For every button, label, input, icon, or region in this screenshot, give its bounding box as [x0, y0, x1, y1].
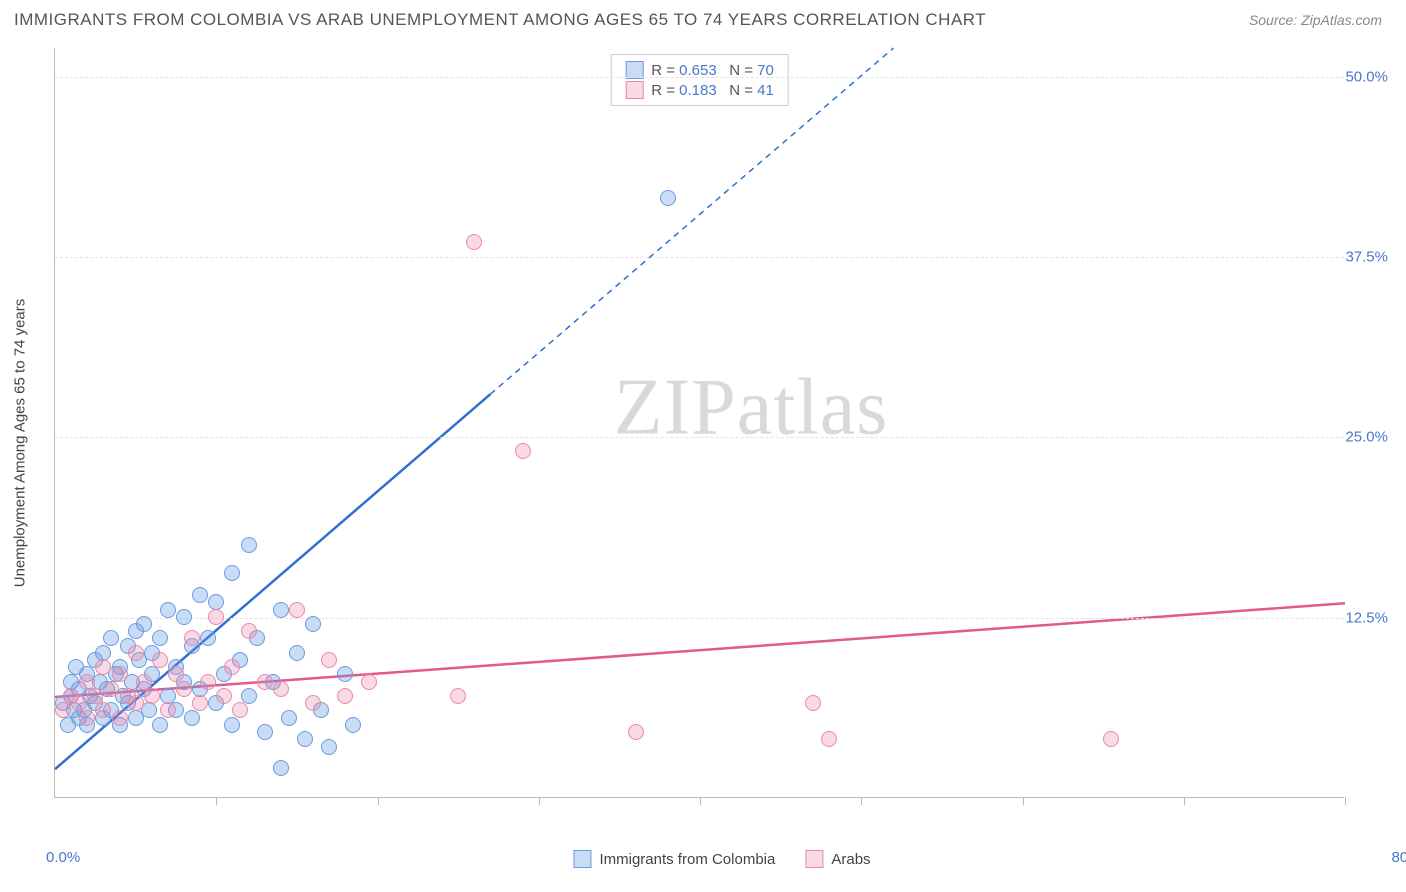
chart-area: Unemployment Among Ages 65 to 74 years Z… [54, 48, 1390, 838]
data-point [224, 659, 240, 675]
gridline [55, 437, 1344, 438]
legend-swatch [805, 850, 823, 868]
data-point [361, 674, 377, 690]
y-tick-label: 25.0% [1328, 429, 1388, 446]
data-point [515, 443, 531, 459]
gridline [55, 257, 1344, 258]
data-point [337, 666, 353, 682]
data-point [281, 710, 297, 726]
legend-swatch [625, 81, 643, 99]
legend-swatch [573, 850, 591, 868]
data-point [55, 702, 71, 718]
data-point [152, 652, 168, 668]
data-point [660, 190, 676, 206]
data-point [821, 731, 837, 747]
data-point [144, 688, 160, 704]
x-tick [216, 797, 217, 805]
data-point [200, 630, 216, 646]
data-point [160, 602, 176, 618]
x-tick [539, 797, 540, 805]
data-point [224, 565, 240, 581]
x-tick [1184, 797, 1185, 805]
data-point [337, 688, 353, 704]
x-axis-min: 0.0% [46, 849, 80, 866]
data-point [289, 602, 305, 618]
x-tick [378, 797, 379, 805]
legend-row: R = 0.183 N = 41 [625, 80, 774, 100]
data-point [184, 710, 200, 726]
chart-header: IMMIGRANTS FROM COLOMBIA VS ARAB UNEMPLO… [0, 0, 1406, 36]
data-point [628, 724, 644, 740]
x-tick [861, 797, 862, 805]
data-point [152, 630, 168, 646]
data-point [450, 688, 466, 704]
data-point [176, 681, 192, 697]
data-point [160, 702, 176, 718]
data-point [257, 674, 273, 690]
data-point [152, 717, 168, 733]
y-tick-label: 12.5% [1328, 609, 1388, 626]
x-tick [1023, 797, 1024, 805]
data-point [192, 587, 208, 603]
data-point [103, 681, 119, 697]
data-point [241, 623, 257, 639]
data-point [273, 681, 289, 697]
data-point [192, 695, 208, 711]
x-axis-max: 80.0% [1391, 849, 1406, 866]
data-point [1103, 731, 1119, 747]
data-point [128, 645, 144, 661]
trend-lines [55, 48, 1344, 797]
watermark: ZIPatlas [614, 362, 889, 453]
data-point [200, 674, 216, 690]
data-point [224, 717, 240, 733]
data-point [232, 702, 248, 718]
data-point [95, 659, 111, 675]
data-point [466, 234, 482, 250]
x-tick [700, 797, 701, 805]
data-point [297, 731, 313, 747]
y-axis-label: Unemployment Among Ages 65 to 74 years [12, 299, 29, 588]
data-point [305, 695, 321, 711]
data-point [136, 616, 152, 632]
data-point [321, 739, 337, 755]
data-point [128, 695, 144, 711]
chart-title: IMMIGRANTS FROM COLOMBIA VS ARAB UNEMPLO… [14, 10, 986, 30]
legend-text: R = 0.183 N = 41 [651, 82, 774, 99]
y-tick-label: 37.5% [1328, 249, 1388, 266]
legend-item: Arabs [805, 850, 870, 868]
data-point [216, 688, 232, 704]
data-point [273, 760, 289, 776]
data-point [321, 652, 337, 668]
data-point [184, 630, 200, 646]
correlation-legend: R = 0.653 N = 70R = 0.183 N = 41 [610, 54, 789, 106]
data-point [103, 630, 119, 646]
legend-label: Arabs [831, 851, 870, 868]
data-point [176, 609, 192, 625]
data-point [345, 717, 361, 733]
x-tick [1345, 797, 1346, 805]
data-point [241, 688, 257, 704]
chart-source: Source: ZipAtlas.com [1249, 12, 1382, 28]
legend-label: Immigrants from Colombia [599, 851, 775, 868]
gridline [55, 618, 1344, 619]
series-legend: Immigrants from Colombia Arabs [573, 850, 870, 868]
data-point [273, 602, 289, 618]
data-point [208, 609, 224, 625]
data-point [112, 710, 128, 726]
legend-item: Immigrants from Colombia [573, 850, 775, 868]
data-point [112, 666, 128, 682]
data-point [305, 616, 321, 632]
data-point [289, 645, 305, 661]
data-point [95, 702, 111, 718]
data-point [805, 695, 821, 711]
data-point [79, 710, 95, 726]
gridline [55, 77, 1344, 78]
plot-region: ZIPatlas R = 0.653 N = 70R = 0.183 N = 4… [54, 48, 1344, 798]
y-tick-label: 50.0% [1328, 68, 1388, 85]
data-point [257, 724, 273, 740]
data-point [241, 537, 257, 553]
